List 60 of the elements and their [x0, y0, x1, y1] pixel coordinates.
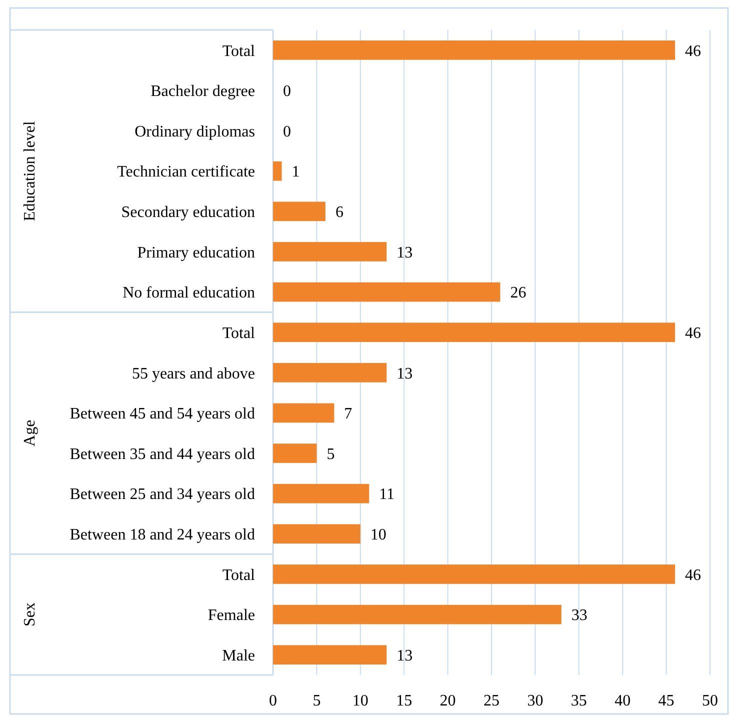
data-label: 11 [379, 486, 395, 504]
x-tick-label: 25 [484, 692, 500, 710]
x-tick-label: 0 [269, 692, 277, 710]
y-tick-label: 55 years and above [132, 365, 255, 382]
y-tick-label: Between 45 and 54 years old [70, 406, 255, 423]
y-tick-label: Total [222, 324, 256, 342]
data-label: 6 [335, 204, 344, 222]
data-label: 0 [283, 83, 291, 100]
data-label: 7 [344, 406, 352, 423]
y-tick-label: Between 18 and 24 years old [70, 526, 255, 544]
bar [273, 604, 562, 624]
bar [273, 202, 326, 222]
x-tick-label: 20 [440, 692, 456, 710]
y-tick-label: No formal education [122, 284, 255, 302]
text: Education level [22, 120, 39, 222]
y-tick-label: Ordinary diplomas [134, 123, 255, 140]
x-tick-label: 50 [702, 692, 718, 710]
data-label: 33 [571, 607, 588, 624]
data-label: 46 [685, 324, 702, 342]
y-tick-label: Primary education [137, 244, 255, 262]
data-label: 13 [396, 647, 413, 664]
bar [273, 645, 387, 665]
x-tick-label: 5 [312, 692, 321, 710]
x-tick-label: 15 [396, 692, 412, 710]
data-label: 46 [685, 566, 702, 584]
y-tick-label: Total [222, 566, 256, 584]
y-tick-label: Between 35 and 44 years old [70, 446, 255, 463]
text: Sex [22, 602, 39, 627]
bar [273, 362, 387, 382]
bar [273, 282, 500, 302]
x-tick-label: 35 [570, 692, 587, 710]
bar [273, 322, 676, 342]
y-tick-label: Total [222, 42, 256, 60]
data-label: 13 [396, 244, 413, 262]
x-tick-label: 40 [614, 692, 631, 710]
bar [273, 524, 360, 544]
bar [273, 161, 282, 181]
bar [273, 40, 676, 60]
data-label: 1 [292, 164, 300, 181]
bar [273, 242, 387, 262]
y-tick-label: Female [208, 607, 255, 624]
text: Age [22, 420, 39, 446]
y-tick-label: Technician certificate [117, 164, 255, 181]
data-label: 13 [396, 365, 413, 382]
bar [273, 564, 676, 584]
y-tick-label: Between 25 and 34 years old [70, 486, 255, 504]
x-tick-label: 30 [527, 692, 544, 710]
bar [273, 484, 370, 504]
x-tick-label: 10 [352, 692, 368, 710]
bar [273, 444, 317, 463]
y-tick-label: Bachelor degree [150, 83, 255, 100]
data-label: 10 [370, 526, 386, 544]
data-label: 5 [326, 446, 335, 463]
y-tick-label: Secondary education [121, 204, 255, 222]
data-label: 26 [510, 284, 526, 302]
data-label: 0 [283, 123, 291, 140]
y-tick-label: Male [222, 647, 255, 664]
bar [273, 403, 334, 423]
x-tick-label: 45 [658, 692, 674, 710]
data-label: 46 [685, 42, 702, 60]
